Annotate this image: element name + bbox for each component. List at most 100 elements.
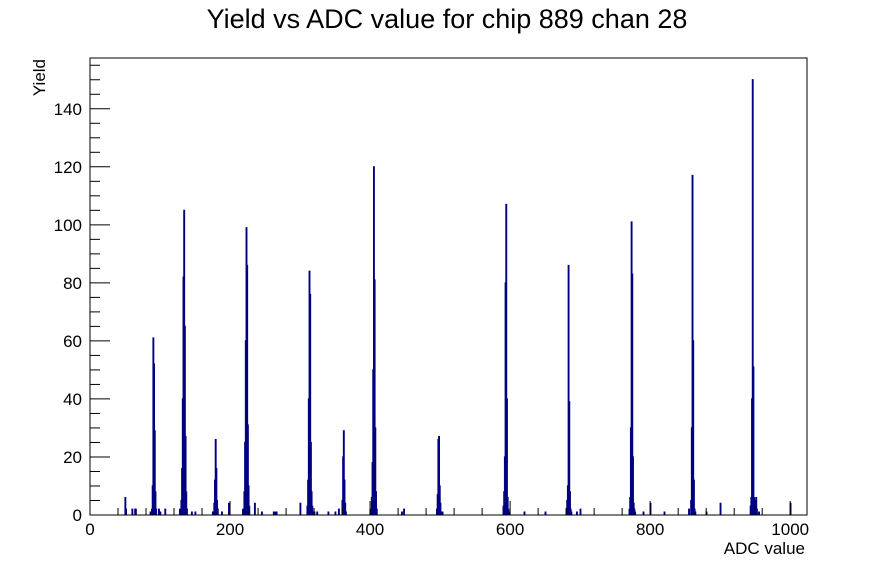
histogram-bin [508,511,511,515]
histogram-bin [211,511,214,515]
y-tick-label: 0 [73,506,82,525]
histogram-bin [155,508,158,515]
histogram-bin [375,508,378,515]
histogram-bin [403,508,405,515]
histogram-bin [154,491,157,515]
histogram-bin [755,508,758,515]
histogram-bin [523,511,526,515]
y-tick-label: 140 [54,100,82,119]
histogram-bin [299,502,302,515]
histogram-bin [374,427,377,515]
histogram-bin [184,436,187,515]
y-tick-label: 100 [54,216,82,235]
histogram-bin [247,485,250,515]
histogram-bin [179,508,181,515]
histogram-bin [186,508,188,515]
histogram-bin [275,511,278,515]
histogram-bin [344,502,347,515]
histogram-bin [334,511,337,515]
histogram-bin [190,511,193,515]
histogram-bin [215,467,218,515]
histogram-bin [505,203,508,515]
y-tick-label: 60 [63,332,82,351]
histogram-bin [311,505,314,515]
histogram-bin [125,508,128,515]
histogram-bin [441,511,444,515]
plot-frame [89,57,808,516]
histogram-bin [642,511,645,515]
histogram-bin [153,430,156,515]
x-tick-label: 600 [496,520,524,539]
histogram-bin [228,502,230,515]
x-tick-label: 400 [356,520,384,539]
histogram-bin [185,491,188,515]
histogram-bin [337,508,340,515]
histogram-bin [164,508,167,515]
y-tick-label: 120 [54,158,82,177]
histogram-bin [576,511,578,515]
histogram-bin [631,273,634,515]
y-tick-label: 20 [63,448,82,467]
x-axis: 0 200 400 600 800 1000 [85,501,809,539]
histogram-bin [221,511,223,515]
histogram-bin [400,511,403,515]
histogram-bin [694,511,697,515]
histogram-bin [248,505,251,515]
y-axis-title: Yield [30,59,49,96]
histogram-bin [273,511,276,515]
histogram-bin [579,508,582,515]
histogram-bin [632,456,634,515]
histogram-bin [570,511,573,515]
histogram-bin [439,502,442,515]
histogram-bin [688,508,690,515]
histogram-bin [149,511,152,515]
histogram-bin [758,511,760,515]
histogram-bin [438,436,440,515]
histogram-bin [158,508,160,515]
histogram-bin [343,479,346,515]
histogram-bin [506,398,508,515]
histogram-bin [569,491,571,515]
histogram-bin [751,79,754,515]
histogram-bin [183,325,186,515]
histogram-bin [309,441,312,515]
x-tick-label: 1000 [771,520,809,539]
histogram-bin [312,511,314,515]
histogram-bin [373,279,376,515]
histogram-bin [242,508,244,515]
histogram-bin [719,502,722,515]
histogram-bin [440,511,443,515]
y-tick-label: 40 [63,390,82,409]
histogram-bin [134,508,137,515]
histogram-bin [309,293,312,515]
x-tick-label: 200 [216,520,244,539]
histogram-bin [506,496,509,515]
histogram-bin [159,511,162,515]
x-tick-label: 0 [85,520,94,539]
histogram-bin [342,430,345,515]
x-tick-label: 800 [636,520,664,539]
chart-title: Yield vs ADC value for chip 889 chan 28 [207,4,688,34]
histogram-bin [327,511,330,515]
histogram-bin [216,499,219,515]
histogram-bin [194,511,197,515]
histogram-bin [253,502,256,515]
x-axis-title: ADC value [724,539,805,558]
histogram-bin [752,366,755,515]
histogram-bin [131,508,134,515]
histogram-bin [755,496,758,515]
histogram-bin [246,264,249,515]
histogram-bin [246,424,249,515]
y-axis: 0 20 40 60 80 100 120 140 [54,64,110,525]
histogram-bin [344,511,347,515]
y-tick-label: 80 [63,274,82,293]
histogram-bin [438,485,441,515]
histogram-bin [692,340,695,515]
histogram-bin [316,511,319,515]
histogram-bin [124,496,127,515]
histogram-bin [310,491,313,515]
histogram-bin [634,511,637,515]
histogram-bin [568,401,571,515]
